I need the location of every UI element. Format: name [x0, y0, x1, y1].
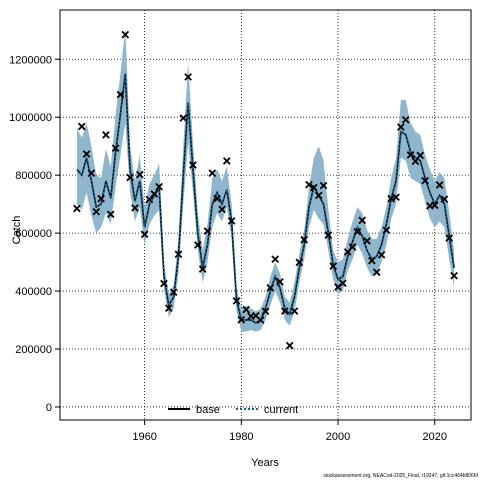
observed-point	[324, 231, 333, 239]
observed-point	[329, 262, 338, 270]
y-tick-label: 0	[46, 402, 52, 414]
observed-point	[111, 144, 120, 153]
observed-point	[213, 194, 221, 203]
observed-point	[116, 90, 125, 99]
confidence-band	[76, 27, 455, 332]
observed-point	[339, 279, 347, 288]
legend: base current	[168, 404, 298, 416]
observed-point	[135, 170, 144, 179]
observed-point	[285, 341, 294, 350]
observed-point	[271, 255, 280, 264]
observed-point	[290, 307, 299, 315]
observed-point	[189, 161, 197, 169]
y-tick-label: 1000000	[9, 112, 52, 124]
observed-point	[445, 234, 454, 242]
x-axis-title: Years	[251, 457, 279, 469]
legend-base-label: base	[196, 404, 220, 416]
observed-point	[237, 315, 246, 324]
observed-point	[368, 256, 376, 265]
observed-point	[401, 115, 410, 124]
observed-point	[121, 30, 130, 39]
x-tick-label: 2020	[422, 431, 446, 443]
observed-point	[242, 305, 250, 314]
observed-point	[348, 243, 357, 251]
observed-points	[73, 30, 458, 350]
observed-point	[266, 284, 275, 292]
observed-point	[450, 271, 458, 280]
observed-point	[208, 169, 217, 177]
observed-point	[281, 307, 289, 315]
observed-point	[131, 204, 139, 212]
observed-point	[353, 227, 362, 236]
observed-point	[314, 191, 323, 200]
observed-point	[305, 180, 313, 189]
observed-point	[377, 251, 386, 259]
observed-point	[295, 258, 304, 267]
observed-point	[155, 182, 163, 191]
observed-point	[319, 181, 328, 190]
plot-frame	[59, 9, 472, 421]
observed-point	[363, 237, 371, 245]
y-tick-label: 800000	[15, 170, 52, 182]
y-tick-label: 400000	[15, 286, 52, 298]
observed-point	[256, 316, 265, 324]
observed-point	[164, 304, 173, 312]
observed-point	[193, 241, 202, 249]
current-series-line	[76, 73, 456, 325]
y-tick-label: 1200000	[9, 54, 52, 66]
observed-point	[382, 226, 391, 235]
x-tick-label: 1960	[132, 431, 156, 443]
observed-point	[392, 193, 400, 202]
observed-point	[184, 73, 192, 81]
observed-point	[261, 307, 270, 316]
observed-point	[406, 151, 415, 159]
x-tick-label: 2000	[326, 431, 350, 443]
observed-point	[102, 131, 110, 139]
legend-current-label: current	[264, 404, 298, 416]
observed-point	[440, 195, 449, 204]
observed-point	[416, 151, 425, 160]
observed-point	[106, 210, 115, 219]
observed-point	[92, 207, 101, 216]
observed-point	[435, 181, 444, 189]
observed-point	[87, 169, 96, 177]
observed-point	[198, 265, 207, 273]
observed-point	[310, 183, 318, 192]
footnote: stockassessment.org, NEACod-2025_Final, …	[323, 473, 478, 479]
observed-point	[227, 217, 236, 225]
observed-point	[179, 114, 188, 122]
y-axis: 0 200000 400000 600000 800000 1000000 1200000	[9, 54, 60, 414]
observed-point	[358, 216, 367, 225]
y-axis-title: Catch	[11, 216, 23, 245]
observed-point	[73, 204, 81, 213]
y-tick-label: 200000	[15, 344, 52, 356]
x-tick-label: 1980	[229, 431, 253, 443]
observed-point	[372, 268, 381, 277]
observed-point	[174, 250, 183, 259]
observed-point	[97, 194, 105, 203]
observed-point	[126, 173, 134, 182]
observed-point	[430, 201, 439, 210]
x-axis: 1960 1980 2000 2020	[132, 420, 447, 443]
observed-point	[82, 150, 91, 158]
observed-point	[169, 288, 178, 297]
observed-point	[276, 277, 284, 286]
observed-point	[397, 123, 405, 131]
observed-point	[160, 279, 168, 288]
observed-point	[421, 176, 429, 185]
observed-point	[232, 297, 241, 305]
observed-point	[77, 122, 86, 131]
observed-point	[218, 205, 226, 214]
observed-point	[222, 157, 231, 165]
observed-point	[140, 230, 149, 239]
observed-point	[203, 227, 212, 235]
observed-point	[150, 190, 159, 198]
observed-point	[300, 235, 309, 244]
y-tick-label: 600000	[15, 228, 52, 240]
